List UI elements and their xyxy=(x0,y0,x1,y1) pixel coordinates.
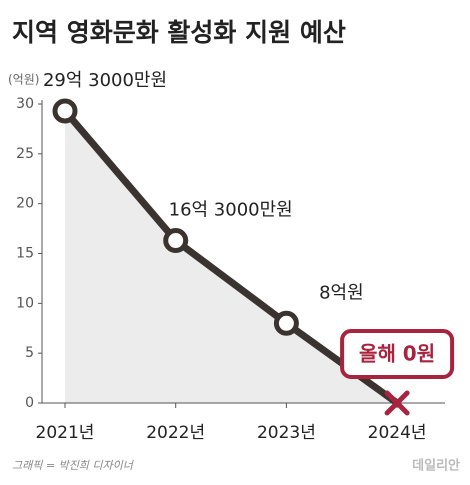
y-tick-label: 5 xyxy=(25,345,34,361)
y-tick-label: 10 xyxy=(16,295,34,311)
x-tick-label: 2022년 xyxy=(146,423,205,443)
unit-label: (억원) xyxy=(8,73,39,87)
y-tick-label: 0 xyxy=(25,395,34,411)
x-marker xyxy=(384,390,410,416)
point xyxy=(163,228,189,254)
x-tick-label: 2021년 xyxy=(36,423,95,443)
logo: 데일리안 xyxy=(412,458,460,474)
point xyxy=(273,310,299,336)
point xyxy=(52,98,78,124)
value-label: 8억원 xyxy=(319,282,364,303)
value-label: 16억 3000만원 xyxy=(169,200,293,221)
x-tick-label: 2023년 xyxy=(257,423,316,443)
area xyxy=(65,110,398,403)
chart-title: 지역 영화문화 활성화 지원 예산 xyxy=(12,18,346,47)
value-label: 올해 0원 xyxy=(359,342,435,366)
y-tick-label: 30 xyxy=(16,96,34,112)
label-box xyxy=(340,329,455,379)
y-tick-label: 20 xyxy=(16,196,34,212)
y-tick-label: 15 xyxy=(16,246,34,262)
value-label: 29억 3000만원 xyxy=(43,70,167,91)
y-tick-label: 25 xyxy=(16,146,34,162)
credit: 그래픽 = 박진희 디자이너 xyxy=(12,459,135,472)
x-tick-label: 2024년 xyxy=(368,423,427,443)
